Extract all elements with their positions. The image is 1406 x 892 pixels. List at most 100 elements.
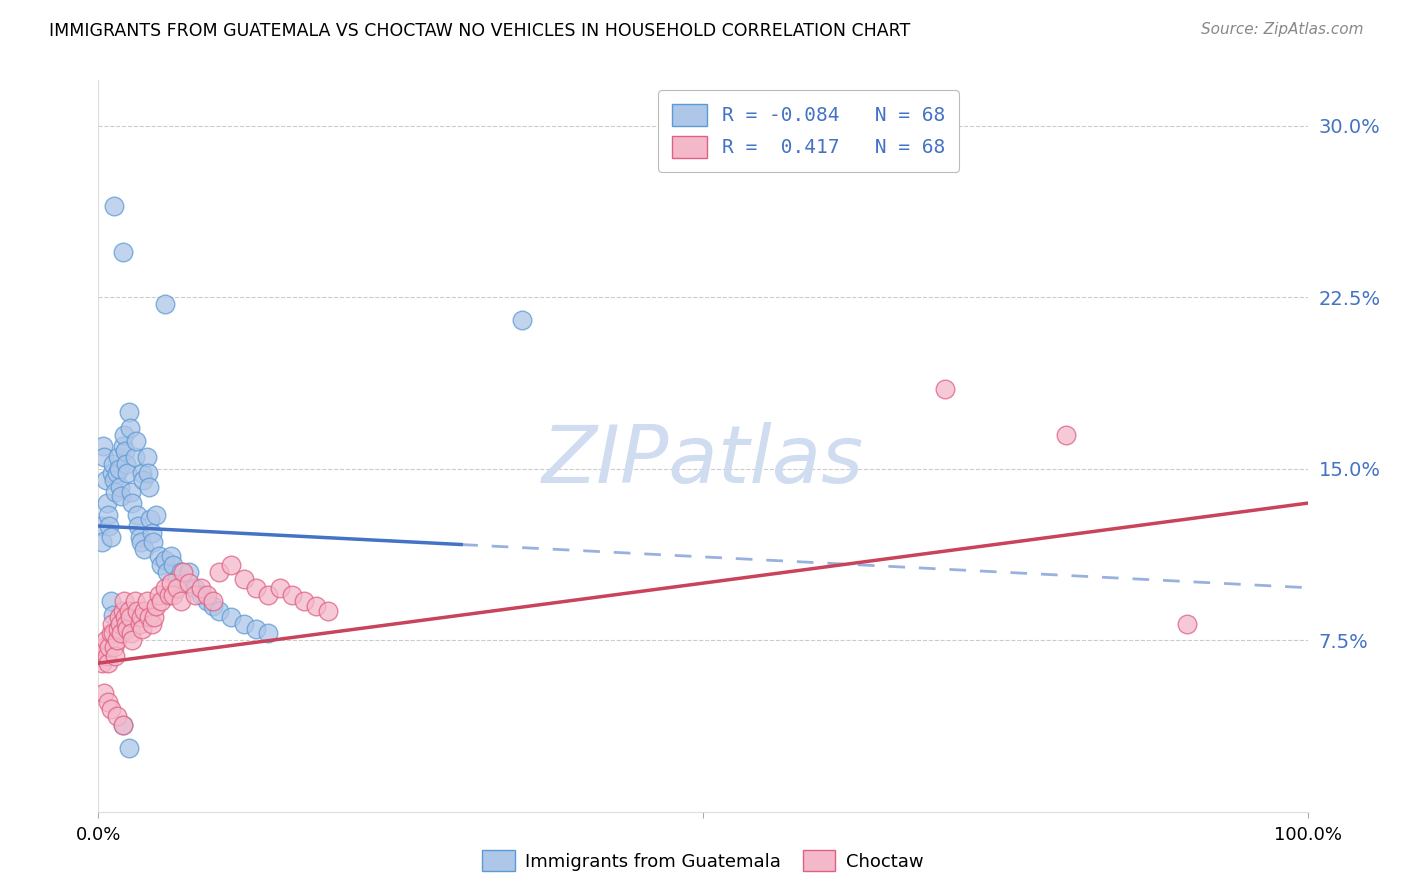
Point	[110, 626, 132, 640]
Point	[112, 427, 135, 442]
Point	[208, 604, 231, 618]
Point	[316, 604, 339, 618]
Point	[105, 622, 128, 636]
Point	[100, 626, 122, 640]
Point	[93, 640, 115, 655]
Point	[179, 576, 201, 591]
Point	[97, 695, 120, 709]
Point	[110, 489, 132, 503]
Point	[179, 565, 201, 579]
Point	[105, 708, 128, 723]
Point	[111, 718, 134, 732]
Point	[120, 626, 142, 640]
Point	[510, 313, 533, 327]
Text: IMMIGRANTS FROM GUATEMALA VS CHOCTAW NO VEHICLES IN HOUSEHOLD CORRELATION CHART: IMMIGRANTS FROM GUATEMALA VS CHOCTAW NO …	[49, 22, 911, 40]
Point	[111, 244, 134, 259]
Point	[103, 199, 125, 213]
Point	[118, 405, 141, 419]
Point	[169, 594, 191, 608]
Point	[124, 450, 146, 465]
Point	[121, 496, 143, 510]
Point	[160, 549, 183, 563]
Point	[245, 622, 267, 636]
Point	[305, 599, 328, 613]
Point	[100, 530, 122, 544]
Point	[105, 467, 128, 481]
Point	[100, 467, 122, 481]
Point	[96, 496, 118, 510]
Point	[169, 565, 191, 579]
Point	[111, 718, 134, 732]
Point	[269, 581, 291, 595]
Point	[114, 610, 136, 624]
Point	[128, 530, 150, 544]
Point	[934, 382, 956, 396]
Point	[101, 458, 124, 472]
Point	[166, 572, 188, 586]
Point	[112, 594, 135, 608]
Point	[232, 617, 254, 632]
Point	[96, 649, 118, 664]
Point	[202, 599, 225, 613]
Point	[134, 604, 156, 618]
Point	[91, 535, 114, 549]
Point	[134, 541, 156, 556]
Point	[93, 450, 115, 465]
Point	[141, 617, 163, 632]
Point	[221, 558, 243, 572]
Point	[138, 480, 160, 494]
Point	[111, 604, 134, 618]
Point	[142, 535, 165, 549]
Point	[184, 581, 207, 595]
Point	[115, 617, 138, 632]
Point	[127, 508, 149, 522]
Point	[118, 421, 141, 435]
Point	[131, 467, 153, 481]
Point	[256, 588, 278, 602]
Point	[153, 297, 176, 311]
Point	[94, 473, 117, 487]
Point	[104, 649, 127, 664]
Point	[184, 588, 207, 602]
Point	[100, 617, 122, 632]
Point	[105, 633, 128, 648]
Point	[1175, 617, 1198, 632]
Point	[153, 553, 176, 567]
Point	[103, 640, 125, 655]
Point	[124, 594, 146, 608]
Point	[172, 565, 194, 579]
Point	[107, 622, 129, 636]
Point	[100, 702, 122, 716]
Point	[115, 458, 138, 472]
Point	[104, 484, 127, 499]
Point	[172, 576, 194, 591]
Point	[118, 604, 141, 618]
Point	[108, 617, 131, 632]
Point	[148, 588, 170, 602]
Point	[129, 535, 152, 549]
Point	[94, 633, 117, 648]
Point	[128, 617, 150, 632]
Point	[245, 581, 267, 595]
Point	[221, 610, 243, 624]
Point	[98, 519, 121, 533]
Point	[118, 740, 141, 755]
Point	[93, 686, 115, 700]
Point	[90, 519, 112, 533]
Point	[162, 558, 184, 572]
Point	[195, 594, 218, 608]
Point	[135, 594, 157, 608]
Point	[117, 467, 139, 481]
Point	[256, 626, 278, 640]
Point	[232, 572, 254, 586]
Point	[100, 594, 122, 608]
Point	[118, 610, 141, 624]
Point	[157, 588, 180, 602]
Point	[190, 581, 212, 595]
Point	[166, 581, 188, 595]
Point	[90, 649, 112, 664]
Point	[162, 588, 184, 602]
Point	[202, 594, 225, 608]
Point	[114, 443, 136, 458]
Point	[190, 588, 212, 602]
